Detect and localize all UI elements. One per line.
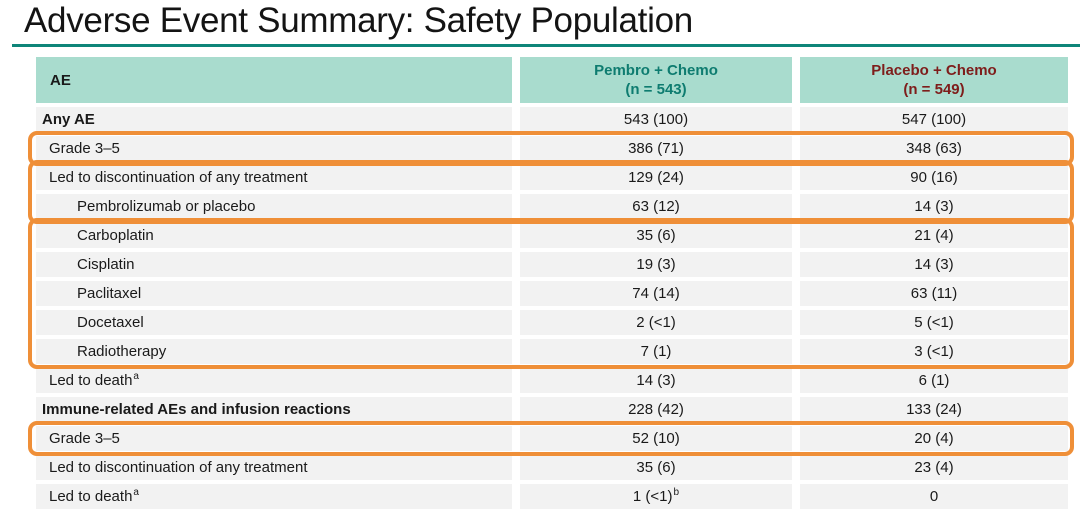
ae-label: Grade 3–5 (36, 426, 512, 451)
table-row: Led to deatha 1 (<1)b 0 (36, 484, 1068, 509)
ae-label: Pembrolizumab or placebo (36, 194, 512, 219)
pembro-value: 2 (<1) (520, 310, 792, 335)
pembro-value: 14 (3) (520, 368, 792, 393)
pembro-value: 19 (3) (520, 252, 792, 277)
placebo-value: 21 (4) (800, 223, 1068, 248)
placebo-value: 133 (24) (800, 397, 1068, 422)
table-body: Any AE 543 (100) 547 (100) Grade 3–5 386 (71… (36, 107, 1068, 509)
table-row: Cisplatin 19 (3) 14 (3) (36, 252, 1068, 277)
placebo-value: 63 (11) (800, 281, 1068, 306)
header-placebo-line2: (n = 549) (903, 81, 965, 98)
ae-label: Any AE (36, 107, 512, 132)
slide-title: Adverse Event Summary: Safety Population (24, 1, 693, 40)
pembro-value: 228 (42) (520, 397, 792, 422)
pembro-value: 7 (1) (520, 339, 792, 364)
table-row: Led to discontinuation of any treatment 3… (36, 455, 1068, 480)
table-row: Led to deatha 14 (3) 6 (1) (36, 368, 1068, 393)
placebo-value: 14 (3) (800, 194, 1068, 219)
ae-label: Docetaxel (36, 310, 512, 335)
ae-label: Radiotherapy (36, 339, 512, 364)
ae-label: Paclitaxel (36, 281, 512, 306)
table-row: Docetaxel 2 (<1) 5 (<1) (36, 310, 1068, 335)
pembro-value: 35 (6) (520, 223, 792, 248)
table-row: Grade 3–5 52 (10) 20 (4) (36, 426, 1068, 451)
placebo-value: 90 (16) (800, 165, 1068, 190)
table-row: Any AE 543 (100) 547 (100) (36, 107, 1068, 132)
pembro-value: 129 (24) (520, 165, 792, 190)
table-row: Carboplatin 35 (6) 21 (4) (36, 223, 1068, 248)
title-underline (12, 44, 1080, 47)
pembro-value: 1 (<1)b (520, 484, 792, 509)
table-header-row: AE Pembro + Chemo (n = 543) Placebo + Ch… (36, 57, 1068, 103)
header-pembro-line2: (n = 543) (625, 81, 687, 98)
header-placebo-chemo: Placebo + Chemo (n = 549) (800, 57, 1068, 103)
pembro-value: 543 (100) (520, 107, 792, 132)
placebo-value: 348 (63) (800, 136, 1068, 161)
placebo-value: 20 (4) (800, 426, 1068, 451)
table-row: Paclitaxel 74 (14) 63 (11) (36, 281, 1068, 306)
pembro-value: 35 (6) (520, 455, 792, 480)
placebo-value: 23 (4) (800, 455, 1068, 480)
table-row: Pembrolizumab or placebo 63 (12) 14 (3) (36, 194, 1068, 219)
ae-label: Cisplatin (36, 252, 512, 277)
table-row: Led to discontinuation of any treatment 1… (36, 165, 1068, 190)
ae-label: Led to discontinuation of any treatment (36, 165, 512, 190)
ae-label: Immune-related AEs and infusion reaction… (36, 397, 512, 422)
header-placebo-line1: Placebo + Chemo (871, 62, 997, 79)
pembro-value: 52 (10) (520, 426, 792, 451)
ae-label: Carboplatin (36, 223, 512, 248)
pembro-value: 63 (12) (520, 194, 792, 219)
ae-label: Led to deatha (36, 484, 512, 509)
header-pembro-line1: Pembro + Chemo (594, 62, 718, 79)
placebo-value: 547 (100) (800, 107, 1068, 132)
ae-label: Led to discontinuation of any treatment (36, 455, 512, 480)
ae-label: Led to deatha (36, 368, 512, 393)
placebo-value: 3 (<1) (800, 339, 1068, 364)
table-row: Radiotherapy 7 (1) 3 (<1) (36, 339, 1068, 364)
placebo-value: 14 (3) (800, 252, 1068, 277)
adverse-event-table: AE Pembro + Chemo (n = 543) Placebo + Ch… (36, 57, 1068, 509)
placebo-value: 0 (800, 484, 1068, 509)
pembro-value: 386 (71) (520, 136, 792, 161)
placebo-value: 5 (<1) (800, 310, 1068, 335)
table-row: Immune-related AEs and infusion reaction… (36, 397, 1068, 422)
table-row: Grade 3–5 386 (71) 348 (63) (36, 136, 1068, 161)
ae-label: Grade 3–5 (36, 136, 512, 161)
pembro-value: 74 (14) (520, 281, 792, 306)
header-pembro-chemo: Pembro + Chemo (n = 543) (520, 57, 792, 103)
placebo-value: 6 (1) (800, 368, 1068, 393)
header-ae: AE (36, 57, 512, 103)
